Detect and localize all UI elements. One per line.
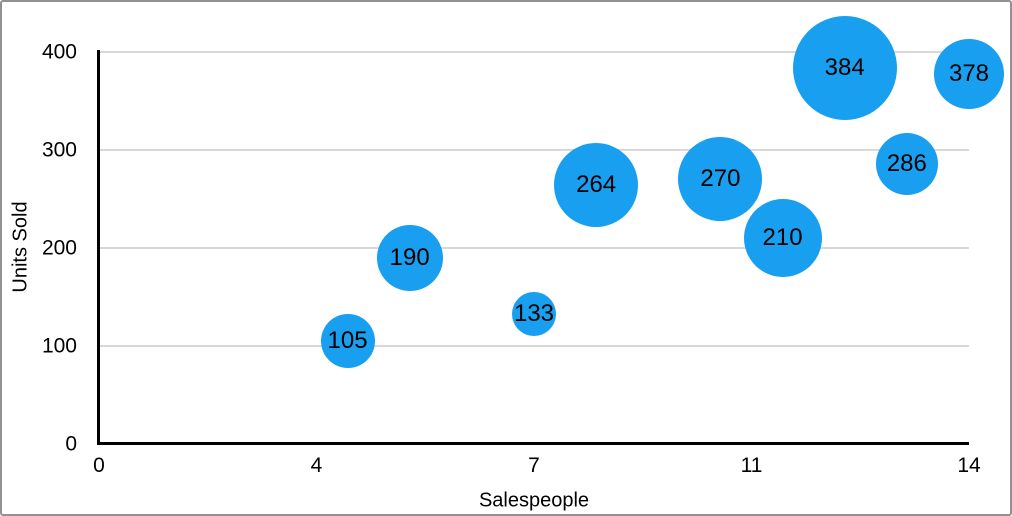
y-tick-label: 0 (65, 432, 77, 456)
gridline (100, 51, 969, 53)
bubble: 270 (678, 137, 763, 222)
x-axis-line (97, 442, 969, 445)
y-axis-line (97, 50, 100, 445)
bubble: 190 (376, 224, 443, 291)
gridline (100, 345, 969, 347)
bubble-value-label: 190 (389, 243, 430, 271)
y-tick-label: 300 (41, 138, 77, 162)
x-tick-label: 0 (93, 454, 105, 477)
bubble: 264 (554, 143, 639, 228)
gridline (100, 149, 969, 151)
bubble: 378 (934, 38, 1004, 109)
bubble: 384 (792, 15, 897, 120)
bubble-value-label: 286 (886, 149, 927, 177)
bubble-value-label: 270 (700, 165, 741, 193)
x-tick-label: 14 (957, 454, 981, 477)
gridline (100, 247, 969, 249)
y-tick-label: 200 (41, 236, 77, 260)
x-tick-label: 4 (310, 454, 323, 477)
x-tick-label: 7 (528, 454, 540, 477)
y-tick-label: 400 (41, 40, 77, 64)
bubble: 286 (875, 132, 938, 195)
bubble: 105 (320, 314, 375, 369)
bubble-value-label: 105 (327, 327, 368, 355)
bubble-value-label: 378 (948, 59, 990, 87)
bubble-value-label: 384 (824, 53, 865, 81)
x-axis-title: Salespeople (478, 489, 590, 512)
x-tick-label: 11 (740, 454, 763, 477)
bubble-value-label: 133 (513, 299, 555, 327)
y-axis-title: Units Sold (9, 201, 32, 293)
y-tick-label: 100 (41, 334, 77, 358)
bubble-value-label: 264 (576, 171, 617, 199)
bubble-value-label: 210 (762, 224, 803, 252)
bubble: 210 (743, 199, 822, 278)
bubble: 133 (512, 291, 556, 336)
